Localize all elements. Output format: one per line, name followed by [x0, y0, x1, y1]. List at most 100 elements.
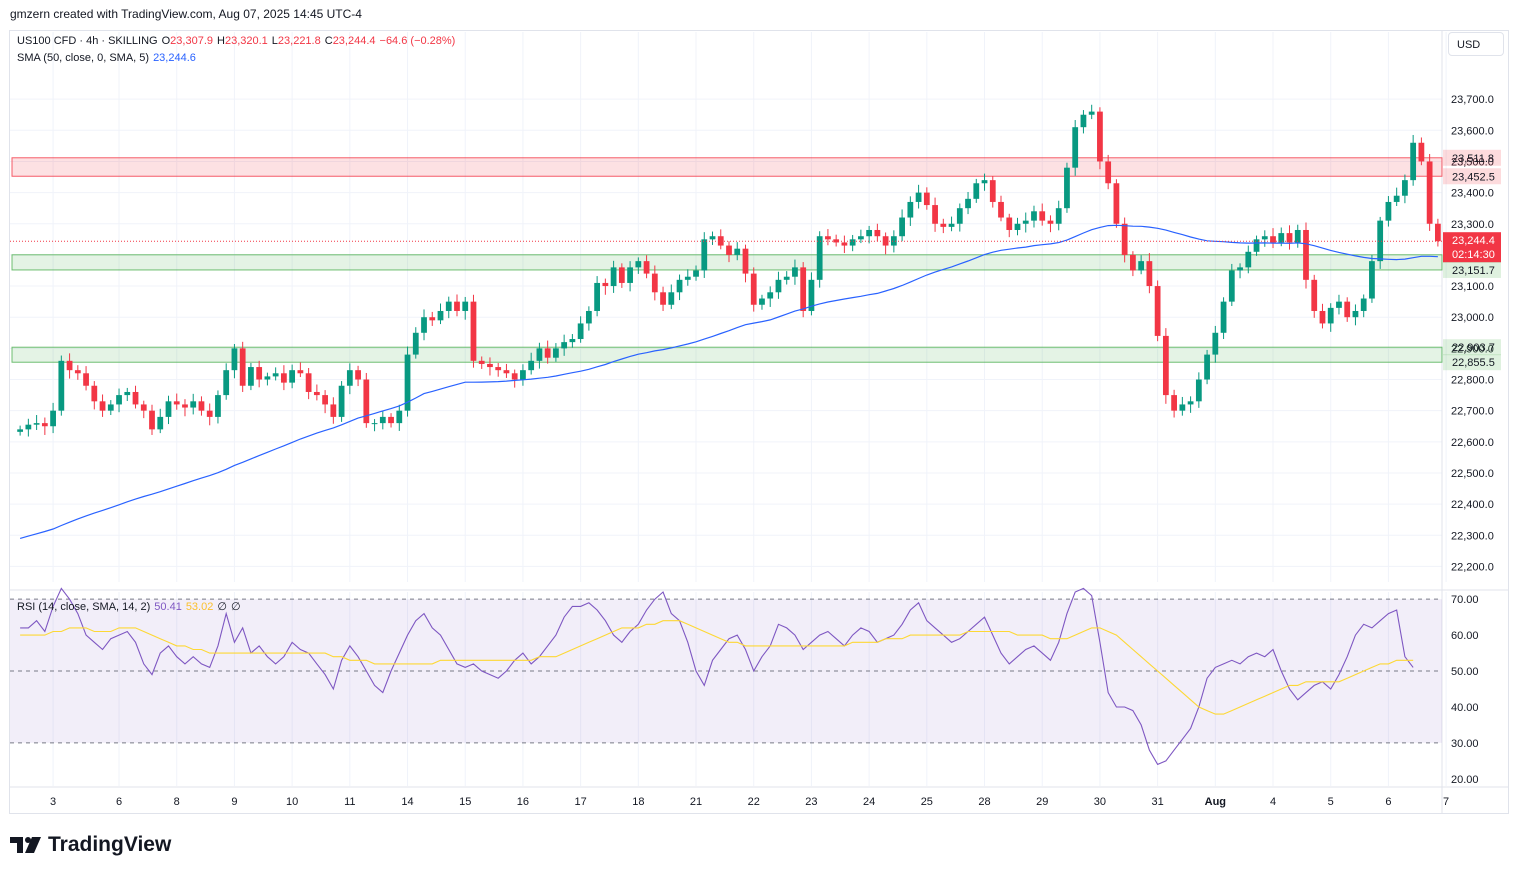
- candle-body: [1311, 279, 1318, 311]
- candle-body: [907, 201, 914, 218]
- candle-body: [1064, 167, 1070, 209]
- candle-body: [412, 332, 419, 355]
- support-zone: [11, 254, 1443, 271]
- candle-body: [1154, 286, 1161, 336]
- time-axis-label: 21: [690, 796, 702, 808]
- time-axis-label: 8: [174, 796, 180, 808]
- candle-body: [585, 310, 592, 324]
- candle-body: [866, 229, 873, 237]
- candle-body: [1393, 195, 1400, 202]
- candle-body: [544, 348, 551, 358]
- candle-body: [767, 292, 774, 299]
- candle-body: [239, 348, 246, 386]
- time-axis-label: 31: [1151, 796, 1163, 808]
- rsi-sma-legend-value: 53.02: [185, 601, 214, 613]
- rsi-axis-tick-label: 30.00: [1451, 738, 1479, 750]
- candle-body: [561, 342, 568, 349]
- candle-body: [1410, 142, 1417, 181]
- candle-body: [487, 363, 493, 368]
- price-axis-tick-label: 23,700.0: [1451, 94, 1494, 106]
- candle-body: [759, 298, 765, 305]
- attribution-text: gmzern created with TradingView.com, Aug…: [10, 7, 362, 21]
- time-axis-label: 9: [231, 796, 237, 808]
- candle-body: [215, 395, 221, 417]
- candle-body: [322, 395, 328, 405]
- zone-price-label: 23,452.5: [1452, 171, 1495, 183]
- price-axis-tick-label: 22,300.0: [1451, 530, 1494, 542]
- candle-body: [1402, 180, 1408, 196]
- candle-body: [553, 348, 559, 358]
- candle-body: [1286, 233, 1293, 243]
- candle-body: [1006, 217, 1013, 230]
- candle-body: [355, 370, 361, 380]
- candle-body: [1130, 254, 1136, 271]
- time-axis-label: 29: [1036, 796, 1048, 808]
- rsi-line: [20, 587, 1414, 766]
- candle-body: [536, 348, 543, 361]
- candle-body: [750, 273, 757, 305]
- price-axis-tick-label: 22,800.0: [1451, 375, 1494, 387]
- currency-button[interactable]: USD: [1448, 32, 1504, 56]
- rsi-legend-extra1: ∅: [217, 601, 227, 613]
- candle-body: [388, 416, 394, 424]
- rsi-axis-tick-label: 60.00: [1451, 630, 1479, 642]
- candle-body: [132, 391, 139, 405]
- price-axis-tick-label: 23,400.0: [1451, 188, 1494, 200]
- candle-body: [1327, 307, 1334, 324]
- candle-body: [264, 376, 271, 380]
- candle-body: [825, 236, 831, 240]
- candle-body: [932, 205, 938, 224]
- time-axis-label: 18: [632, 796, 644, 808]
- candle-body: [503, 370, 510, 374]
- time-axis-label: 17: [575, 796, 587, 808]
- candle-body: [1113, 183, 1120, 224]
- candle-body: [1187, 401, 1194, 405]
- candle-body: [981, 180, 988, 184]
- candle-body: [1195, 379, 1202, 402]
- candle-body: [206, 410, 213, 417]
- candle-body: [693, 270, 699, 277]
- current-price-tag: [1443, 232, 1501, 263]
- candle-body: [520, 370, 526, 380]
- candle-body: [915, 192, 922, 202]
- candle-body: [940, 223, 947, 227]
- rsi-axis-tick-label: 70.00: [1451, 594, 1479, 606]
- candle-body: [1270, 236, 1276, 243]
- candle-body: [445, 301, 452, 311]
- price-axis-tick-label: 23,500.0: [1451, 156, 1494, 168]
- candle-body: [190, 401, 197, 408]
- tradingview-logo-text: TradingView: [48, 833, 172, 856]
- candle-body: [775, 279, 782, 293]
- time-axis-label: 11: [344, 796, 355, 808]
- zone-price-tag: [1443, 261, 1501, 278]
- time-axis-label: 6: [1385, 796, 1391, 808]
- time-axis-label: 28: [978, 796, 990, 808]
- candle-body: [1228, 270, 1235, 302]
- candle-body: [1253, 239, 1260, 252]
- chart-frame: [9, 30, 1509, 814]
- candle-body: [1426, 161, 1433, 224]
- candle-body: [833, 239, 840, 243]
- candle-body: [379, 416, 386, 424]
- candle-body: [635, 261, 642, 268]
- sma-legend[interactable]: SMA (50, close, 0, SMA, 5) 23,244.6: [17, 52, 200, 64]
- candle-body: [668, 292, 675, 305]
- price-axis-tick-label: 23,600.0: [1451, 125, 1494, 137]
- candle-body: [454, 301, 460, 311]
- candle-body: [157, 416, 164, 430]
- candle-body: [231, 348, 238, 371]
- time-axis-label: 3: [50, 796, 56, 808]
- price-axis-tick-label: 22,900.0: [1451, 343, 1494, 355]
- candle-body: [495, 367, 502, 371]
- candle-body: [1385, 201, 1392, 221]
- candle-body: [165, 401, 172, 417]
- legend-symbol[interactable]: US100 CFD · 4h · SKILLING: [17, 35, 158, 47]
- zone-price-tag: [1443, 149, 1501, 166]
- rsi-legend[interactable]: RSI (14, close, SMA, 14, 2) 50.41 53.02 ∅ ∅: [17, 600, 245, 613]
- time-axis-label: 23: [805, 796, 817, 808]
- candle-body: [882, 236, 889, 246]
- candle-body: [1418, 142, 1425, 162]
- candle-body: [124, 391, 131, 396]
- legend-c-label: C: [324, 35, 333, 47]
